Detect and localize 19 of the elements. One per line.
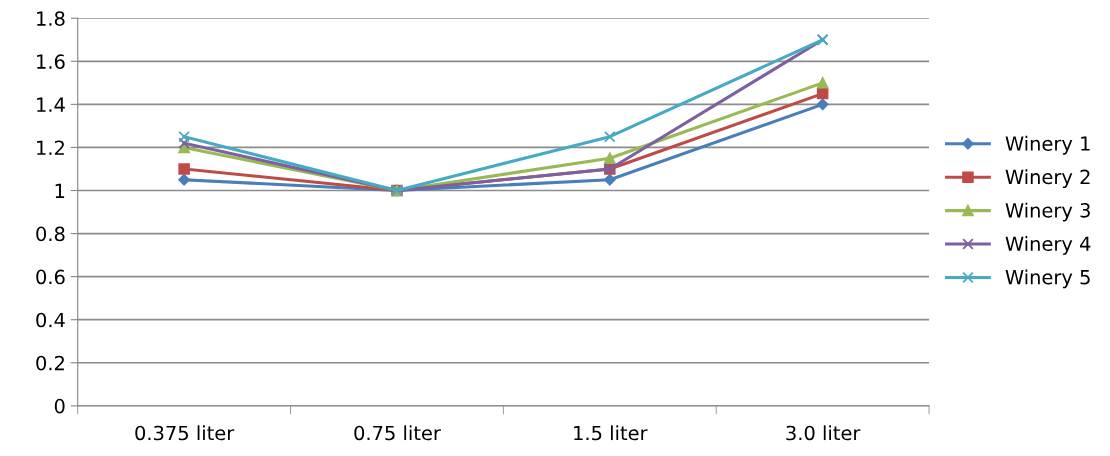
y-tick-label: 0.6	[36, 269, 65, 285]
legend-label: Winery 3	[1005, 202, 1090, 222]
y-tick-label: 1.2	[37, 140, 64, 155]
y-tick-label: 1.4	[37, 97, 65, 112]
x-tick-label: 3.0 liter	[786, 425, 861, 441]
x-tick-label: 1.5 liter	[574, 425, 648, 441]
x-tick-label: 0.75 liter	[354, 425, 441, 441]
y-tick-label: 1.6	[37, 54, 65, 69]
x-tick-label: 0.375 liter	[135, 425, 235, 441]
legend-label: Winery 4	[1005, 236, 1091, 255]
y-tick-label: 1	[55, 183, 65, 198]
y-tick-label: 0.2	[36, 355, 64, 371]
y-tick-label: 0	[54, 398, 65, 414]
legend-label: Winery 2	[1005, 169, 1090, 189]
y-tick-label: 0.4	[36, 312, 65, 328]
legend-label: Winery 5	[1005, 269, 1090, 289]
y-tick-label: 1.8	[37, 11, 65, 26]
y-tick-label: 0.8	[36, 226, 65, 242]
legend-label: Winery 1	[1005, 135, 1090, 155]
